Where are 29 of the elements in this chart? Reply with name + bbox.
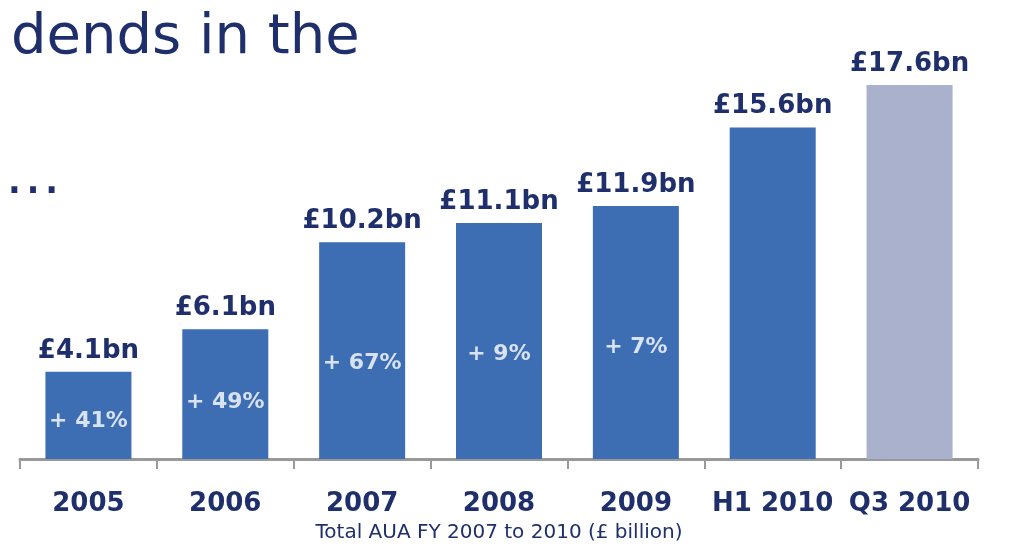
chart-title: dends in the — [11, 0, 360, 66]
annotation: + 7% — [604, 332, 668, 358]
data-label: £4.1bn — [37, 333, 140, 364]
data-label: £11.1bn — [439, 185, 559, 216]
data-label: £10.2bn — [302, 204, 422, 235]
x-tick-label: 2007 — [325, 487, 399, 517]
bar — [319, 242, 406, 459]
x-axis-title: Total AUA FY 2007 to 2010 (£ billion) — [314, 519, 683, 543]
bar — [182, 329, 269, 459]
bar — [866, 84, 953, 459]
annotation: + 9% — [467, 340, 531, 366]
annotation: … — [5, 140, 61, 206]
bar — [45, 371, 132, 459]
x-tick-label: 2006 — [189, 487, 262, 517]
annotation: + 41% — [49, 407, 128, 433]
data-label: £15.6bn — [713, 89, 833, 120]
x-tick-label: H1 2010 — [712, 487, 834, 517]
data-label: £11.9bn — [576, 168, 696, 199]
annotation: + 49% — [185, 388, 265, 414]
x-tick-label: 2005 — [52, 487, 125, 517]
bar — [729, 127, 816, 459]
data-label: £17.6bn — [849, 46, 970, 77]
bar — [456, 223, 542, 459]
x-tick-label: 2009 — [599, 487, 673, 517]
data-label: £6.1bn — [174, 291, 276, 322]
x-tick-label: 2008 — [462, 487, 536, 517]
bar — [592, 206, 679, 459]
annotation: + 67% — [322, 348, 402, 374]
x-tick-label: Q3 2010 — [848, 487, 971, 517]
